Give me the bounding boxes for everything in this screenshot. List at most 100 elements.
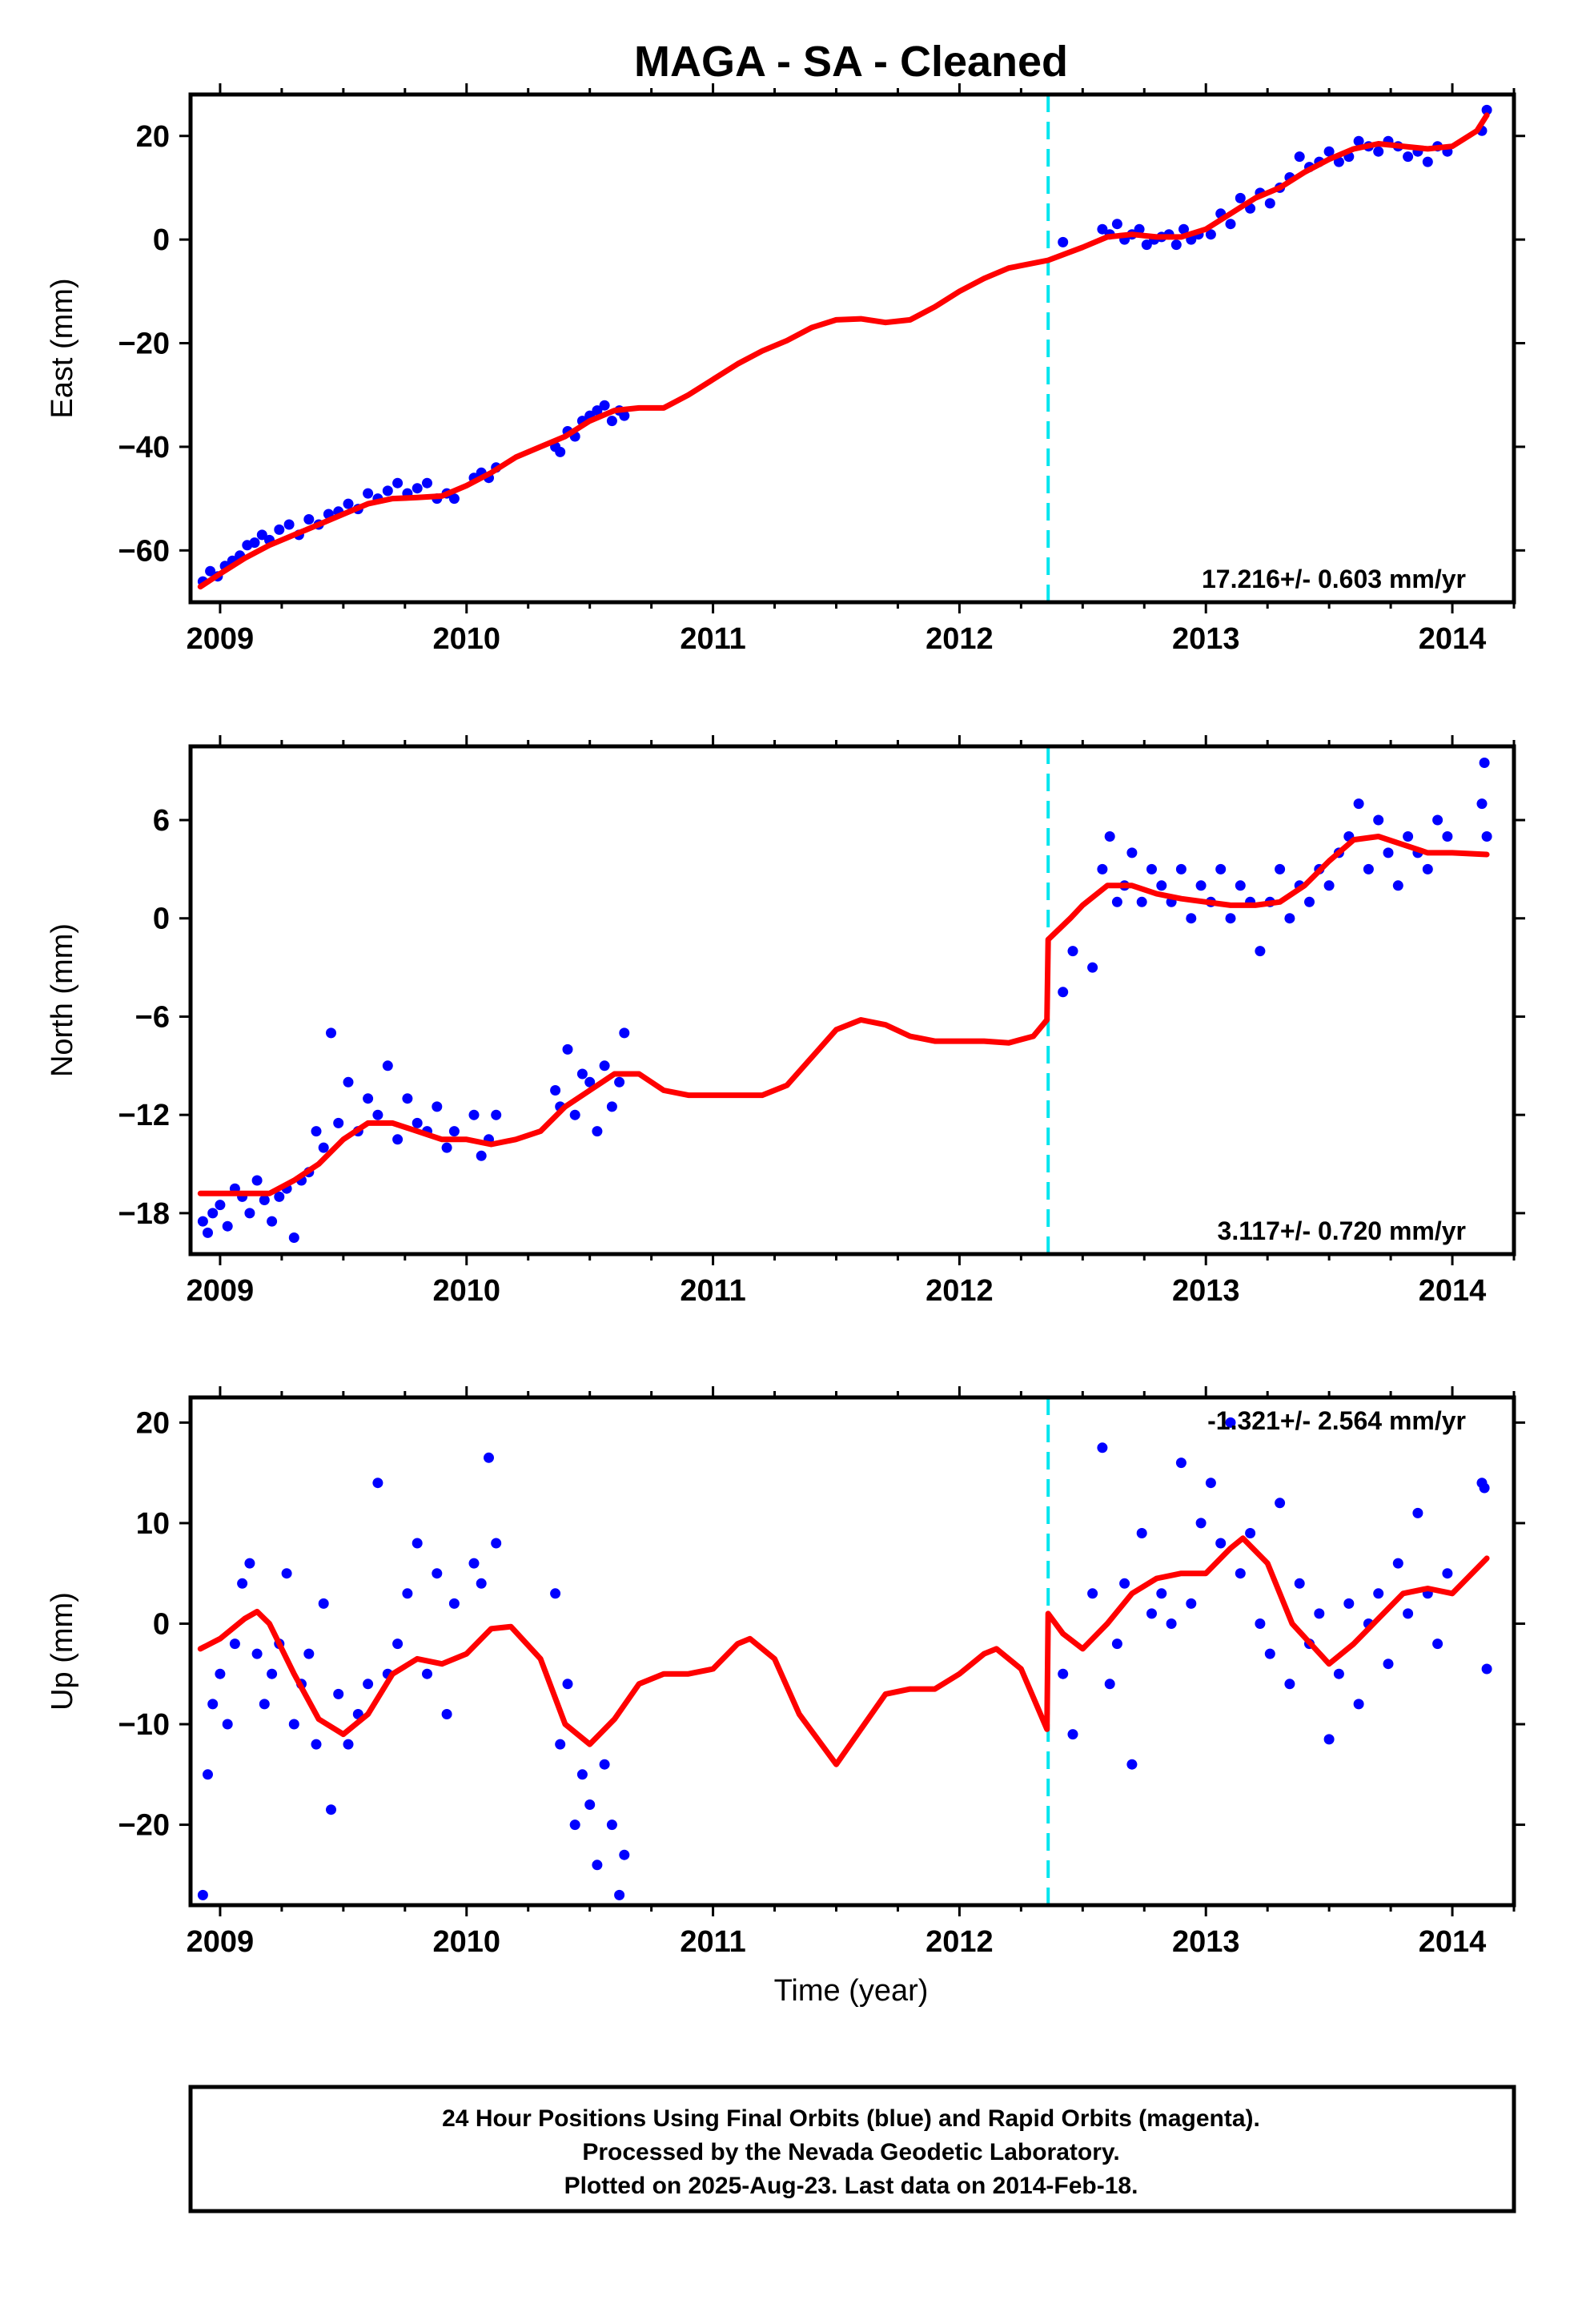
- caption-line-2: Processed by the Nevada Geodetic Laborat…: [582, 2139, 1119, 2165]
- east-x-tick-label: 2010: [432, 622, 500, 656]
- north-data-point: [251, 1175, 263, 1186]
- north-plot-area: [197, 746, 1492, 1254]
- up-data-point: [1323, 1734, 1335, 1745]
- up-data-point: [491, 1538, 502, 1549]
- north-x-tick-label: 2010: [432, 1274, 500, 1308]
- caption-line-3: Plotted on 2025-Aug-23. Last data on 201…: [564, 2173, 1138, 2199]
- east-data-point: [303, 514, 315, 525]
- up-rate-label: -1.321+/- 2.564 mm/yr: [1207, 1406, 1466, 1435]
- north-data-point: [318, 1142, 329, 1153]
- up-axes-frame: [188, 1395, 1516, 1908]
- east-y-tick-label: −60: [118, 534, 170, 568]
- north-data-point: [599, 1060, 610, 1072]
- north-data-point: [311, 1126, 322, 1137]
- up-data-point: [259, 1699, 270, 1710]
- up-data-point: [318, 1598, 329, 1609]
- up-data-point: [476, 1578, 487, 1589]
- north-data-point: [1111, 896, 1122, 907]
- up-data-point: [1403, 1608, 1414, 1619]
- north-y-tick-label: 0: [153, 903, 170, 936]
- north-data-point: [1284, 913, 1295, 924]
- north-x-tick-label: 2012: [926, 1274, 994, 1308]
- up-data-point: [1126, 1759, 1138, 1770]
- north-data-point: [569, 1109, 580, 1120]
- up-data-point: [484, 1452, 494, 1463]
- north-y-tick-label: −6: [135, 1000, 170, 1034]
- up-data-point: [1058, 1668, 1069, 1679]
- north-data-point: [288, 1232, 299, 1243]
- up-x-tick-label: 2012: [926, 1925, 994, 1959]
- east-panel: 2009 2010 2011 2012 2013 2014 −60 −40 −20 0 20 East…: [46, 83, 1525, 656]
- north-data-point: [476, 1150, 487, 1161]
- up-data-point: [555, 1739, 566, 1750]
- east-plot-area: [197, 94, 1492, 602]
- east-data-point: [283, 519, 295, 530]
- east-data-point: [1353, 135, 1364, 147]
- up-data-point: [1343, 1598, 1355, 1609]
- north-data-point: [614, 1076, 625, 1088]
- up-data-point: [412, 1538, 423, 1549]
- east-data-point: [363, 488, 374, 499]
- up-data-point: [303, 1648, 315, 1659]
- north-data-point: [584, 1076, 596, 1088]
- north-data-point: [1215, 863, 1227, 875]
- up-data-point: [1481, 1663, 1492, 1675]
- north-data-point: [1481, 831, 1492, 842]
- east-data-point: [1134, 223, 1145, 235]
- east-data-point: [599, 400, 610, 411]
- up-data-point: [372, 1478, 383, 1489]
- up-data-point: [1195, 1518, 1207, 1529]
- east-data-point: [1111, 219, 1122, 230]
- north-data-point: [1097, 863, 1108, 875]
- north-data-point: [606, 1101, 617, 1112]
- north-model-curve: [197, 834, 1490, 1196]
- up-data-point: [1264, 1648, 1275, 1659]
- up-data-point: [432, 1568, 443, 1579]
- x-axis-label: Time (year): [774, 1974, 929, 2008]
- north-data-point: [1476, 798, 1488, 810]
- north-axes-frame: [188, 744, 1516, 1256]
- east-data-point: [205, 565, 216, 577]
- north-y-tick-label: −12: [118, 1099, 170, 1132]
- caption-line-1: 24 Hour Positions Using Final Orbits (bl…: [442, 2105, 1260, 2132]
- north-data-point: [1392, 880, 1403, 891]
- up-y-tick-label: 10: [136, 1507, 170, 1541]
- up-data-point: [584, 1799, 596, 1810]
- east-x-tick-label: 2014: [1419, 622, 1487, 656]
- east-data-point: [1178, 223, 1189, 235]
- up-data-point: [1333, 1668, 1344, 1679]
- up-data-point: [606, 1819, 617, 1831]
- north-data-point: [222, 1220, 233, 1232]
- up-data-point: [281, 1568, 292, 1579]
- up-data-point: [222, 1719, 233, 1730]
- up-plot-area: [197, 1397, 1492, 1905]
- up-data-point: [1392, 1558, 1403, 1569]
- up-data-point: [1284, 1679, 1295, 1690]
- north-data-point: [1126, 847, 1138, 858]
- north-data-point: [1353, 798, 1364, 810]
- up-data-point: [1136, 1528, 1147, 1538]
- east-data-point: [249, 537, 260, 549]
- east-data-point: [1481, 104, 1492, 115]
- east-data-point: [619, 410, 630, 421]
- up-data-point: [599, 1759, 610, 1770]
- north-data-point: [562, 1043, 573, 1055]
- up-data-point: [1146, 1608, 1157, 1619]
- north-data-point: [1403, 831, 1414, 842]
- north-data-point: [1255, 946, 1266, 957]
- up-data-point: [1156, 1588, 1167, 1599]
- east-x-tick-label: 2009: [187, 622, 255, 656]
- east-data-point: [1235, 192, 1246, 203]
- north-data-point: [1432, 814, 1443, 826]
- north-data-point: [372, 1109, 383, 1120]
- up-data-point: [614, 1889, 625, 1900]
- east-data-point: [256, 529, 267, 541]
- north-data-point: [274, 1191, 285, 1202]
- east-x-tick-label: 2012: [926, 622, 994, 656]
- up-data-point: [207, 1699, 219, 1710]
- east-y-tick-label: 0: [153, 223, 170, 257]
- up-data-point: [392, 1638, 404, 1650]
- east-data-point: [274, 524, 285, 535]
- north-data-point: [1136, 896, 1147, 907]
